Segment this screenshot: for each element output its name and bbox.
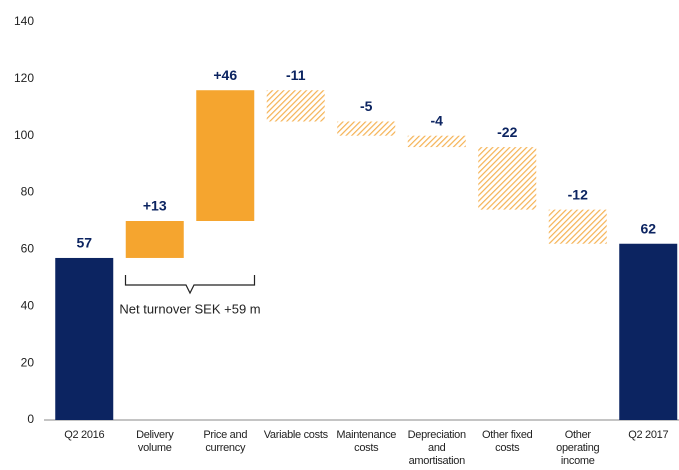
value-label: +46 — [213, 67, 237, 83]
bar — [266, 90, 325, 122]
x-tick-label: Q2 2016 — [64, 429, 104, 441]
value-label: -11 — [286, 67, 306, 83]
x-tick-label: Price and currency — [203, 429, 247, 454]
y-tick-label: 80 — [21, 185, 35, 199]
bar — [619, 243, 678, 420]
x-tick-label: Variable costs — [264, 429, 329, 441]
x-tick-label: Other operating income — [556, 429, 599, 467]
value-label: 57 — [76, 235, 92, 251]
bar — [548, 209, 607, 244]
value-label: -4 — [431, 112, 444, 128]
bar — [478, 147, 537, 210]
x-tick-label: Depreciation and amortisation — [408, 429, 466, 467]
y-tick-label: 120 — [14, 71, 34, 85]
value-label: -5 — [360, 98, 373, 114]
value-label: +13 — [143, 198, 167, 214]
value-label: -22 — [497, 124, 517, 140]
y-tick-label: 0 — [27, 412, 34, 426]
bar — [337, 121, 396, 136]
x-tick-label: Q2 2017 — [628, 429, 668, 441]
bar — [407, 135, 466, 148]
value-label: 62 — [640, 220, 656, 236]
bar — [55, 257, 114, 420]
annotation: Net turnover SEK +59 m — [119, 301, 260, 316]
y-tick-label: 40 — [21, 298, 35, 312]
x-tick-label: Other fixed costs — [482, 429, 533, 454]
bar — [196, 90, 255, 221]
x-tick-label: Delivery volume — [136, 429, 174, 454]
y-tick-label: 140 — [14, 14, 34, 28]
value-label: -12 — [568, 186, 588, 202]
bracket — [124, 275, 256, 295]
bar — [125, 221, 184, 258]
x-tick-label: Maintenance costs — [336, 429, 396, 454]
y-tick-label: 100 — [14, 128, 34, 142]
y-tick-label: 60 — [21, 242, 35, 256]
y-tick-label: 20 — [21, 355, 35, 369]
